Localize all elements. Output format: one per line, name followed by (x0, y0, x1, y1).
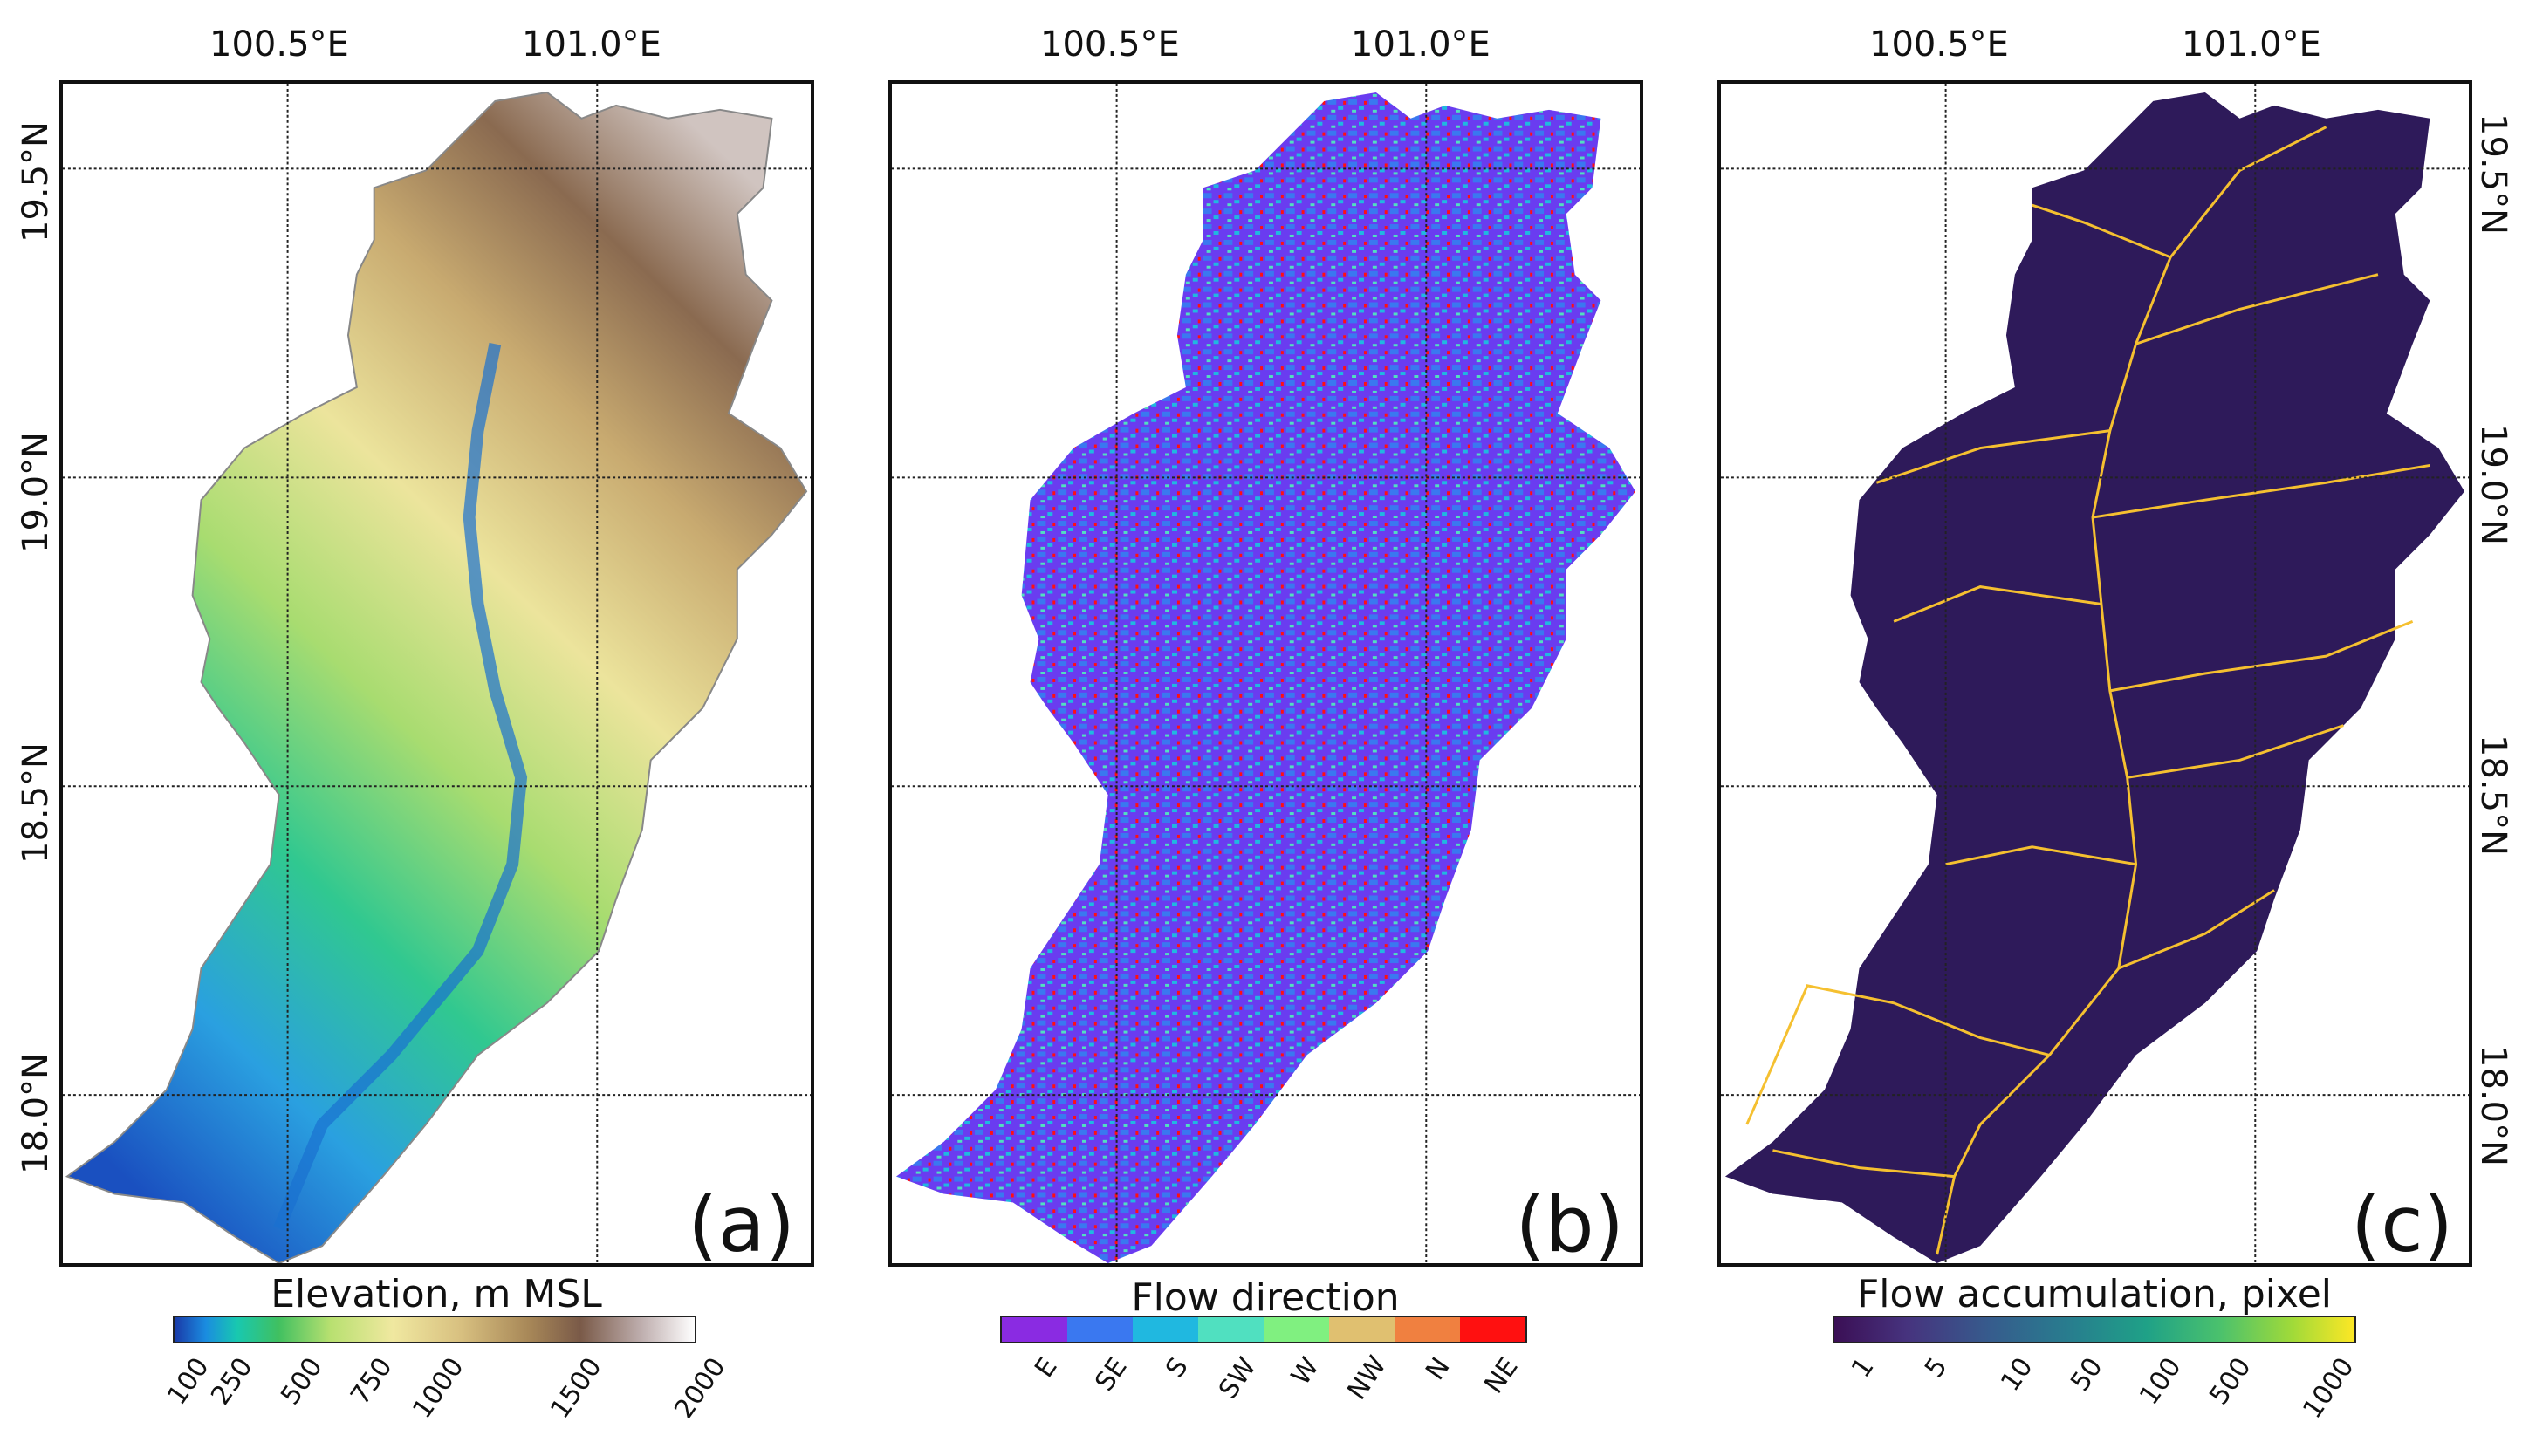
colorbar-title-flow-accumulation: Flow accumulation, pixel (1857, 1272, 2332, 1316)
cbar-tick-fd-sw: SW (1213, 1352, 1263, 1405)
cbar-tick-elev-2000: 2000 (668, 1352, 732, 1425)
lat-tick-right-190: 19.0°N (2473, 424, 2513, 545)
cbar-tick-fd-n: N (1420, 1352, 1456, 1386)
river-network (1745, 126, 2430, 1255)
lat-tick-left-190: 19.0°N (16, 432, 56, 553)
cbar-tick-fa-100: 100 (2134, 1352, 2188, 1411)
cbar-tick-fa-5: 5 (1919, 1352, 1954, 1384)
cbar-tick-elev-250: 250 (205, 1352, 259, 1411)
cbar-tick-fd-w: W (1285, 1352, 1326, 1391)
panel-label-a: (a) (688, 1179, 795, 1267)
basin-shape-flow-accumulation (1724, 92, 2465, 1263)
cbar-tick-fa-10: 10 (1995, 1352, 2039, 1398)
cbar-tick-fa-500: 500 (2203, 1352, 2258, 1411)
lon-tick-c-1010: 101.0°E (2182, 24, 2321, 65)
basin-shape-flow-direction (895, 92, 1636, 1263)
colorbar-title-elevation: Elevation, m MSL (271, 1272, 602, 1316)
lat-tick-left-185: 18.5°N (16, 742, 56, 864)
lon-tick-b-1005: 100.5°E (1040, 24, 1180, 65)
cbar-tick-fd-e: E (1029, 1352, 1064, 1384)
flow-accumulation-map (1721, 84, 2469, 1263)
cbar-tick-elev-500: 500 (275, 1352, 329, 1411)
colorbar-flow-direction (1000, 1316, 1527, 1343)
main-river-elevation (273, 342, 528, 1231)
lon-tick-a-1005: 100.5°E (209, 24, 349, 65)
elevation-map (63, 84, 811, 1263)
basin-shape-elevation (65, 91, 808, 1263)
panel-label-b: (b) (1515, 1179, 1624, 1267)
cbar-tick-elev-100: 100 (161, 1352, 216, 1411)
cbar-tick-fd-ne: NE (1478, 1352, 1525, 1399)
map-panel-flow-accumulation: (c) (1717, 80, 2472, 1267)
lon-tick-c-1005: 100.5°E (1869, 24, 2009, 65)
lon-tick-b-1010: 101.0°E (1351, 24, 1491, 65)
lat-tick-right-180: 18.0°N (2473, 1045, 2513, 1166)
map-panel-flow-direction: (b) (888, 80, 1643, 1267)
cbar-tick-fd-nw: NW (1341, 1350, 1393, 1406)
cbar-tick-elev-1500: 1500 (545, 1352, 608, 1425)
lat-tick-right-195: 19.5°N (2473, 113, 2513, 235)
flow-direction-map (892, 84, 1640, 1263)
colorbar-elevation (173, 1316, 696, 1343)
panel-label-c: (c) (2350, 1179, 2453, 1267)
lat-tick-right-185: 18.5°N (2473, 735, 2513, 856)
cbar-tick-fa-1000: 1000 (2297, 1352, 2361, 1425)
cbar-tick-elev-750: 750 (345, 1352, 399, 1411)
colorbar-title-flow-direction: Flow direction (1131, 1275, 1400, 1320)
lat-tick-left-180: 18.0°N (16, 1053, 56, 1174)
cbar-tick-elev-1000: 1000 (407, 1352, 470, 1425)
cbar-tick-fa-50: 50 (2065, 1352, 2109, 1398)
colorbar-flow-accumulation (1833, 1316, 2356, 1343)
map-panel-elevation: (a) (59, 80, 814, 1267)
cbar-tick-fd-se: SE (1089, 1352, 1134, 1398)
lat-tick-left-195: 19.5°N (16, 121, 56, 243)
lon-tick-a-1010: 101.0°E (522, 24, 661, 65)
cbar-tick-fa-1: 1 (1846, 1352, 1881, 1384)
cbar-tick-fd-s: S (1160, 1352, 1195, 1384)
